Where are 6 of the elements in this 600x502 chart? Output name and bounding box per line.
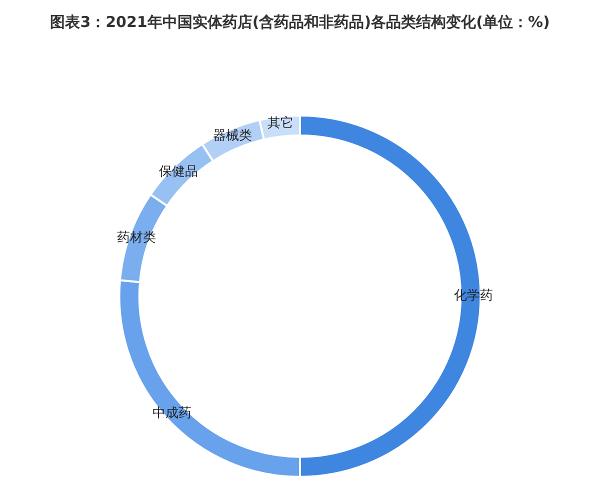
slice-label: 药材类: [116, 230, 156, 246]
chart-title: 图表3：2021年中国实体药店(含药品和非药品)各品类结构变化(单位：%): [50, 13, 550, 31]
slice-label: 保健品: [159, 164, 198, 180]
slice-label: 器械类: [213, 128, 252, 144]
slice-label: 其它: [267, 115, 294, 132]
slice-label: 中成药: [152, 406, 192, 421]
